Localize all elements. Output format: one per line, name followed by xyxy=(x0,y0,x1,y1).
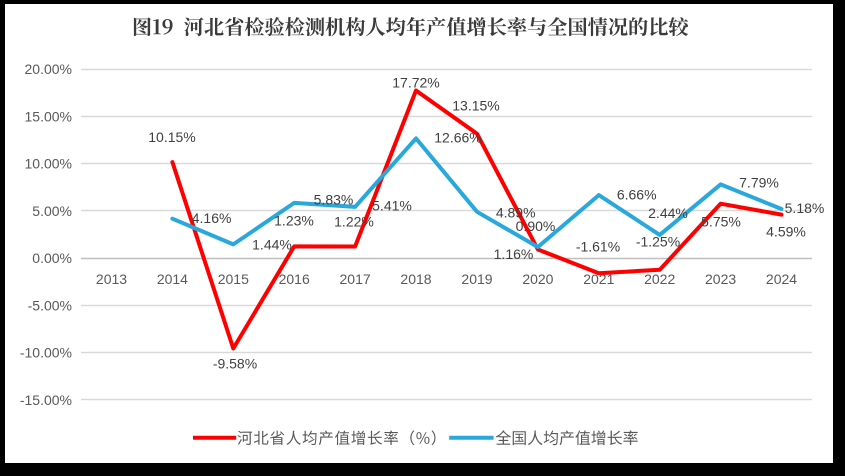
svg-text:1.44%: 1.44% xyxy=(252,236,292,252)
svg-text:-15.00%: -15.00% xyxy=(20,392,72,408)
svg-text:1.16%: 1.16% xyxy=(494,246,534,262)
svg-text:5.18%: 5.18% xyxy=(785,200,825,216)
svg-text:4.16%: 4.16% xyxy=(192,210,232,226)
svg-text:2014: 2014 xyxy=(157,271,188,287)
svg-text:2021: 2021 xyxy=(583,271,614,287)
svg-text:17.72%: 17.72% xyxy=(392,75,439,91)
svg-text:5.00%: 5.00% xyxy=(32,203,72,219)
svg-text:-5.00%: -5.00% xyxy=(28,297,72,313)
svg-text:4.59%: 4.59% xyxy=(766,224,806,240)
svg-text:1.23%: 1.23% xyxy=(274,213,314,229)
svg-text:0.00%: 0.00% xyxy=(32,250,72,266)
svg-text:5.41%: 5.41% xyxy=(372,198,412,214)
svg-text:5.83%: 5.83% xyxy=(314,192,354,208)
svg-text:-1.25%: -1.25% xyxy=(636,234,680,250)
svg-text:2017: 2017 xyxy=(340,271,371,287)
svg-text:20.00%: 20.00% xyxy=(25,61,72,77)
svg-text:12.66%: 12.66% xyxy=(434,130,481,146)
svg-text:2023: 2023 xyxy=(705,271,736,287)
svg-text:2015: 2015 xyxy=(218,271,249,287)
svg-text:15.00%: 15.00% xyxy=(25,108,72,124)
svg-text:5.75%: 5.75% xyxy=(701,213,741,229)
svg-text:2013: 2013 xyxy=(96,271,127,287)
svg-text:-9.58%: -9.58% xyxy=(213,356,257,372)
svg-text:-1.61%: -1.61% xyxy=(576,239,620,255)
svg-text:2.44%: 2.44% xyxy=(648,205,688,221)
svg-text:10.00%: 10.00% xyxy=(25,156,72,172)
svg-text:13.15%: 13.15% xyxy=(452,98,499,114)
svg-text:2019: 2019 xyxy=(461,271,492,287)
svg-text:10.15%: 10.15% xyxy=(148,129,195,145)
svg-text:0.90%: 0.90% xyxy=(516,218,556,234)
svg-text:2020: 2020 xyxy=(522,271,553,287)
svg-text:6.66%: 6.66% xyxy=(617,187,657,203)
svg-text:2018: 2018 xyxy=(400,271,431,287)
svg-text:2022: 2022 xyxy=(644,271,675,287)
svg-text:2016: 2016 xyxy=(279,271,310,287)
svg-text:4.89%: 4.89% xyxy=(496,205,536,221)
svg-text:1.22%: 1.22% xyxy=(334,214,374,230)
svg-text:2024: 2024 xyxy=(766,271,797,287)
svg-text:7.79%: 7.79% xyxy=(739,175,779,191)
svg-text:-10.00%: -10.00% xyxy=(20,345,72,361)
